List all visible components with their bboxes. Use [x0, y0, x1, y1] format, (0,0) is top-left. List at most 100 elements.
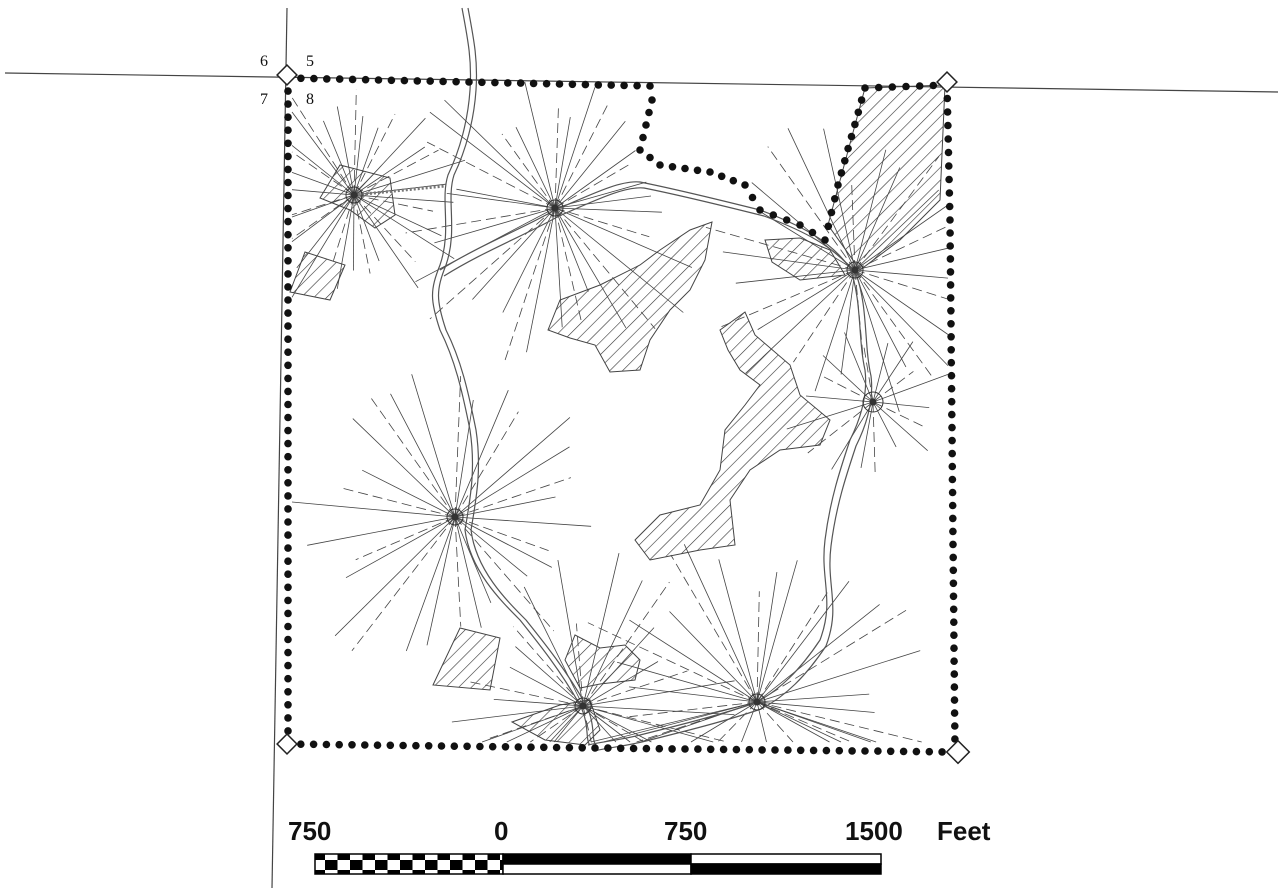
- station-marker: [862, 391, 884, 413]
- boundary-dot: [834, 181, 842, 189]
- boundary-dot: [399, 741, 407, 750]
- radial-line: [307, 516, 456, 546]
- radial-line: [454, 417, 571, 518]
- boundary-dot: [821, 236, 829, 244]
- corner-marker-nw: [276, 64, 298, 86]
- boundary-dot: [284, 492, 292, 500]
- boundary-dot: [387, 76, 396, 85]
- radial-line: [582, 670, 688, 707]
- boundary-dot: [501, 743, 510, 751]
- radial-line: [705, 227, 856, 271]
- boundary-dot: [542, 79, 551, 88]
- radial-line: [353, 194, 419, 289]
- radial-line: [554, 207, 627, 329]
- radial-line: [336, 194, 355, 289]
- radial-line: [854, 189, 939, 271]
- boundary-dot: [491, 78, 499, 87]
- radial-line: [291, 194, 355, 243]
- boundary-dot: [915, 82, 924, 90]
- radial-line: [296, 194, 355, 269]
- boundary-dot: [945, 175, 953, 184]
- boundary-dot: [950, 683, 959, 691]
- radial-line: [454, 390, 509, 518]
- boundary-dot: [284, 309, 292, 317]
- boundary-dot: [284, 544, 292, 552]
- scale-bar-segment-2: [690, 853, 882, 865]
- radial-line: [353, 194, 416, 262]
- boundary-dot: [646, 82, 654, 90]
- scale-bar-segment-1: [502, 853, 692, 865]
- boundary-dot: [950, 709, 959, 717]
- radial-line: [735, 269, 856, 284]
- radial-line: [291, 151, 355, 196]
- radial-line: [554, 117, 571, 209]
- boundary-dot: [902, 82, 910, 91]
- radial-line: [854, 225, 949, 271]
- boundary-dot: [796, 221, 804, 229]
- boundary-dot: [636, 146, 644, 154]
- boundary-dot: [947, 307, 955, 315]
- boundary-dot: [284, 374, 292, 383]
- boundary-dot: [284, 688, 292, 696]
- radial-line: [854, 269, 949, 366]
- boundary-dot: [361, 741, 369, 749]
- boundary-dot: [284, 570, 292, 578]
- boundary-dot: [668, 745, 676, 753]
- hatched-area-center: [547, 221, 713, 373]
- boundary-dot: [946, 281, 955, 289]
- stream-branch: [353, 184, 446, 197]
- boundary-dot: [386, 741, 395, 750]
- boundary-dot: [899, 747, 908, 756]
- boundary-dot: [284, 531, 292, 539]
- boundary-dot: [552, 743, 561, 752]
- radial-line: [353, 113, 396, 196]
- boundary-dot: [555, 80, 564, 88]
- radial-line: [291, 194, 355, 239]
- radial-line: [368, 394, 456, 518]
- radial-line: [456, 188, 556, 209]
- radial-line: [756, 701, 794, 743]
- boundary-dot: [374, 76, 383, 84]
- boundary-dot: [284, 583, 292, 592]
- boundary-dot: [284, 452, 292, 461]
- hatched-area-ne-small: [764, 237, 846, 281]
- radial-line: [353, 194, 371, 274]
- hatched-areas: [289, 84, 946, 746]
- boundary-dot: [284, 178, 292, 187]
- radial-line: [554, 207, 650, 238]
- radial-line: [807, 401, 874, 454]
- radial-line: [411, 374, 456, 518]
- boundary-dot: [284, 204, 292, 213]
- radial-line: [353, 149, 439, 196]
- boundary-dot: [717, 172, 726, 181]
- boundary-dot: [335, 75, 344, 83]
- boundary-dot: [796, 746, 805, 755]
- radial-line: [530, 705, 584, 743]
- radial-line: [523, 586, 584, 707]
- radial-line: [745, 269, 856, 374]
- radial-line: [506, 705, 584, 743]
- boundary-dot: [594, 81, 603, 89]
- boundary-dot: [947, 358, 956, 367]
- radial-line: [352, 418, 456, 518]
- radial-line: [355, 516, 456, 561]
- radial-line: [524, 81, 556, 209]
- boundary-dot: [463, 742, 471, 751]
- boundary-dot: [439, 77, 447, 86]
- station-marker: [748, 693, 766, 711]
- radial-line: [756, 572, 778, 703]
- radial-line: [629, 619, 758, 703]
- corner-marker-ne: [936, 71, 958, 93]
- radial-line: [582, 680, 735, 707]
- boundary-dot: [857, 96, 866, 104]
- radial-line: [756, 560, 798, 703]
- boundary-dot: [741, 181, 749, 189]
- boundary-dot: [948, 410, 956, 419]
- radial-line: [860, 401, 874, 468]
- corner-marker-se: [945, 739, 971, 765]
- radial-line: [741, 701, 758, 743]
- radial-line: [426, 516, 456, 646]
- hatched-area-ne-strip: [827, 84, 946, 271]
- boundary-dot: [297, 740, 305, 748]
- radial-line: [582, 553, 620, 707]
